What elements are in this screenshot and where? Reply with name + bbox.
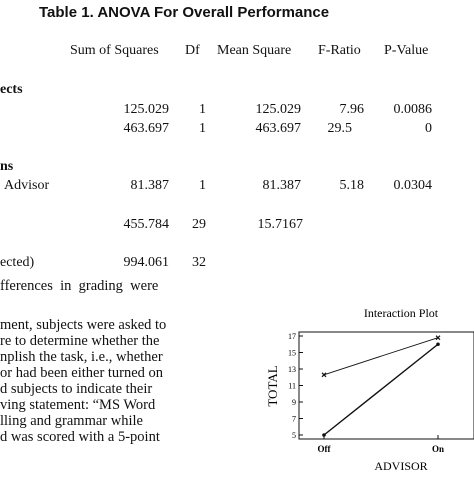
cell-p-value: 0.0086 [393,102,433,117]
y-tick-label: 15 [288,349,296,358]
text-line: nplish the task, i.e., whether [0,349,163,365]
text-line: ment, subjects were asked to [0,317,167,333]
cell-p-value: 0.0304 [393,178,433,193]
chart-title: Interaction Plot [364,306,439,320]
y-tick-label: 9 [292,398,296,407]
text-line: or had been either turned on [0,365,164,381]
data-point [435,335,441,341]
cell-f-ratio: 7.96 [339,102,365,117]
text-line: re to determine whether the [0,333,160,349]
y-tick-label: 7 [292,415,296,424]
text-line: lling and grammar while [0,413,143,429]
table-header-p-value: P-Value [384,43,429,58]
y-tick-label: 13 [288,365,296,374]
y-axis-label: TOTAL [265,365,280,406]
row-label: ected) [0,255,35,270]
y-tick-label: 11 [288,382,296,391]
interaction-plot: Interaction Plot TOTAL ADVISOR 5 7 9 11 13 15… [255,300,474,474]
data-point [436,342,440,347]
cell-df: 32 [192,255,206,270]
section-label-main-effects: ects [0,82,23,97]
cell-ms: 125.029 [255,102,302,117]
cell-df: 1 [199,102,206,117]
text-line: fferences in grading were [0,278,159,294]
data-point [322,433,326,437]
cell-ms: 81.387 [262,178,302,193]
text-line: d was scored with a 5-point [0,429,160,445]
y-tick-label: 5 [292,431,296,440]
row-label: Advisor [4,178,50,193]
cell-ss: 994.061 [123,255,170,270]
cell-p-value: 0 [425,121,432,136]
cell-ss: 463.697 [123,121,170,136]
section-label-interactions: ns [0,159,14,174]
cell-ss: 81.387 [130,178,170,193]
table-header-df: Df [185,43,200,58]
chart-marks: 5 7 9 11 13 15 17 Off On [288,332,444,454]
x-tick-label: On [432,444,444,454]
data-point [321,372,327,378]
table-title: Table 1. ANOVA For Overall Performance [39,4,330,21]
text-line: ving statement: “MS Word [0,397,156,413]
table-header-mean-square: Mean Square [217,43,292,58]
y-tick-label: 17 [288,332,296,341]
cell-df: 1 [199,178,206,193]
series-line [323,337,439,376]
cell-df: 29 [192,217,206,232]
cell-f-ratio: 5.18 [339,178,365,193]
x-axis-label: ADVISOR [374,459,427,473]
table-header-sum-of-squares: Sum of Squares [70,43,159,58]
text-line: d subjects to indicate their [0,381,153,397]
table-header-f-ratio: F-Ratio [318,43,361,58]
cell-ms: 15.7167 [257,217,304,232]
cell-df: 1 [199,121,206,136]
cell-ms: 463.697 [255,121,302,136]
cell-ss: 125.029 [123,102,170,117]
series-line [323,343,439,436]
interaction-plot-svg: Interaction Plot TOTAL ADVISOR 5 7 9 11 13 15… [265,306,474,473]
cell-ss: 455.784 [123,217,170,232]
x-tick-label: Off [318,444,332,454]
cell-f-ratio: 29.5 [327,121,353,136]
